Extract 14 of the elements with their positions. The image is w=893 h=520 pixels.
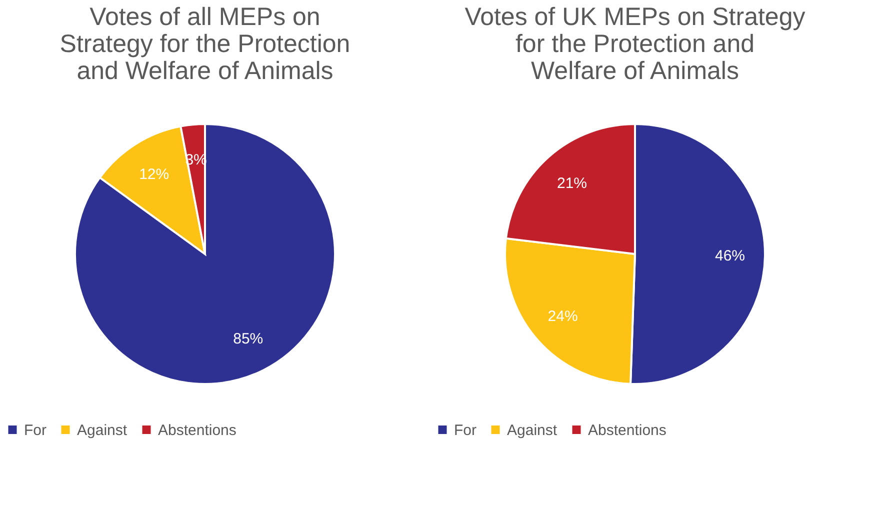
legend-label: Against	[77, 422, 128, 439]
legend-label: Abstentions	[158, 422, 236, 439]
legend-label: Against	[507, 422, 558, 439]
legend-label: For	[454, 422, 477, 439]
chart-title: Votes of all MEPs on Strategy for the Protection and Welfare of Animals	[60, 3, 350, 85]
data-label: 46%	[714, 248, 745, 265]
data-label: 21%	[556, 174, 588, 192]
chart-title: Votes of UK MEPs on Strategy for the Protection and Welfare of Animals	[464, 3, 806, 85]
legend-label: Abstentions	[588, 422, 666, 439]
pie-slice	[74, 123, 336, 385]
data-label: 12%	[139, 166, 170, 183]
data-label: 85%	[233, 330, 264, 348]
legend-label: For	[24, 422, 47, 439]
data-label: 24%	[548, 308, 578, 325]
